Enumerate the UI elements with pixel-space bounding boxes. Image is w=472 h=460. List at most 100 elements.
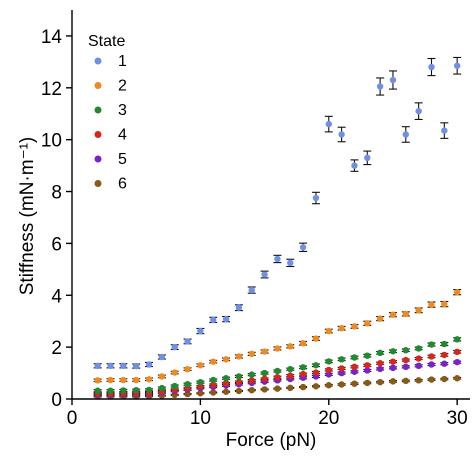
- data-point: [453, 358, 461, 366]
- data-point: [402, 356, 410, 364]
- data-point: [376, 349, 384, 357]
- data-point: [248, 377, 255, 384]
- data-point: [94, 387, 101, 394]
- data-point: [312, 194, 320, 202]
- data-point: [287, 384, 294, 392]
- data-point: [364, 154, 371, 162]
- x-tick-label: 10: [190, 408, 211, 429]
- legend-label-4: 4: [118, 127, 127, 144]
- data-point: [171, 382, 178, 390]
- data-point: [415, 107, 422, 115]
- data-point: [261, 348, 268, 355]
- data-point: [415, 355, 422, 362]
- data-point: [312, 362, 320, 369]
- data-point: [299, 244, 307, 251]
- data-point: [325, 120, 332, 128]
- data-point: [338, 131, 345, 138]
- data-point: [351, 354, 358, 361]
- legend-marker-3: [94, 106, 102, 114]
- data-point: [197, 327, 204, 335]
- data-point: [428, 361, 435, 368]
- data-point: [402, 310, 410, 318]
- data-point: [364, 367, 371, 374]
- data-point: [441, 375, 448, 383]
- data-point: [338, 365, 345, 372]
- data-point: [261, 369, 268, 377]
- data-point: [107, 362, 114, 370]
- data-point: [441, 300, 448, 308]
- data-point: [441, 127, 448, 134]
- data-point: [325, 366, 332, 374]
- data-point: [107, 387, 114, 394]
- data-point: [184, 365, 191, 373]
- data-point: [287, 372, 294, 379]
- data-point: [287, 259, 294, 267]
- data-point: [453, 375, 461, 382]
- data-point: [222, 388, 230, 395]
- data-point: [389, 364, 397, 372]
- y-tick-label: 6: [51, 234, 62, 255]
- data-point: [197, 362, 204, 369]
- data-point: [376, 315, 384, 322]
- data-point: [145, 361, 153, 368]
- data-point: [428, 341, 435, 348]
- data-point: [222, 356, 230, 363]
- data-point: [351, 380, 358, 387]
- legend-label-3: 3: [118, 102, 127, 119]
- data-point: [389, 311, 397, 318]
- data-point: [210, 376, 217, 384]
- y-tick-label: 2: [51, 338, 62, 359]
- legend-marker-1: [94, 57, 102, 65]
- data-point: [132, 376, 140, 384]
- data-point: [107, 376, 114, 384]
- plot-area: [93, 56, 462, 400]
- data-point: [338, 325, 345, 332]
- data-point: [402, 347, 410, 354]
- data-point: [171, 369, 178, 376]
- data-point: [415, 377, 422, 384]
- y-tick-label: 0: [51, 390, 62, 411]
- data-point: [222, 379, 230, 387]
- legend-label-6: 6: [118, 176, 127, 193]
- legend-marker-4: [94, 131, 102, 138]
- data-point: [389, 358, 397, 365]
- data-point: [389, 348, 397, 355]
- data-point: [351, 368, 358, 375]
- data-point: [261, 375, 268, 382]
- data-point: [145, 376, 153, 383]
- data-point: [248, 286, 255, 294]
- legend-title: State: [88, 33, 125, 50]
- data-point: [235, 387, 243, 395]
- data-point: [274, 345, 281, 352]
- legend-marker-6: [94, 180, 102, 187]
- data-point: [120, 387, 127, 394]
- data-point: [94, 377, 101, 384]
- data-point: [428, 353, 435, 360]
- data-point: [453, 288, 461, 296]
- x-tick-label: 0: [67, 408, 78, 429]
- data-point: [402, 363, 410, 371]
- data-point: [132, 386, 140, 394]
- data-point: [274, 255, 281, 263]
- data-point: [389, 378, 397, 385]
- data-point: [338, 369, 345, 377]
- data-point: [248, 371, 255, 378]
- data-point: [364, 352, 371, 359]
- legend: State 1 2 3 4 5 6: [88, 33, 127, 193]
- data-point: [312, 369, 320, 376]
- series-3: [93, 336, 462, 394]
- data-point: [158, 373, 166, 380]
- data-point: [184, 381, 191, 388]
- data-point: [338, 381, 345, 388]
- data-point: [222, 375, 230, 382]
- data-point: [364, 379, 371, 387]
- legend-marker-2: [94, 82, 102, 89]
- data-point: [274, 374, 281, 381]
- legend-label-2: 2: [118, 78, 127, 95]
- data-point: [287, 365, 294, 373]
- data-point: [274, 385, 281, 392]
- series-1: [93, 56, 462, 370]
- data-point: [248, 350, 255, 358]
- data-point: [248, 386, 255, 394]
